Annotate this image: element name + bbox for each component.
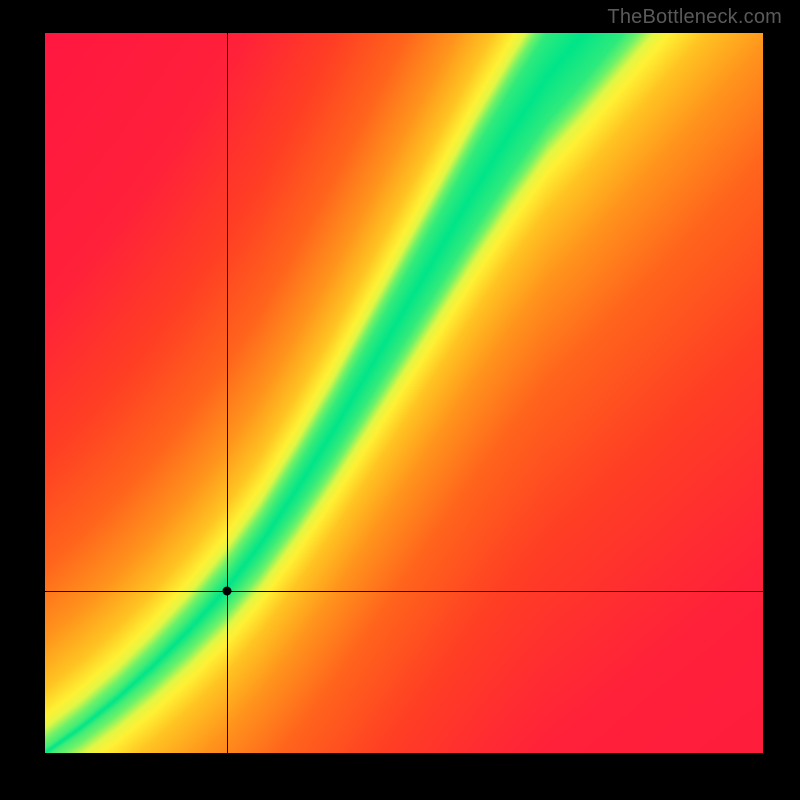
- marker-dot: [222, 587, 231, 596]
- heatmap-plot: [45, 33, 763, 753]
- crosshair-vertical: [227, 33, 228, 753]
- heatmap-canvas: [45, 33, 763, 753]
- crosshair-horizontal: [45, 591, 763, 592]
- watermark-text: TheBottleneck.com: [607, 6, 782, 29]
